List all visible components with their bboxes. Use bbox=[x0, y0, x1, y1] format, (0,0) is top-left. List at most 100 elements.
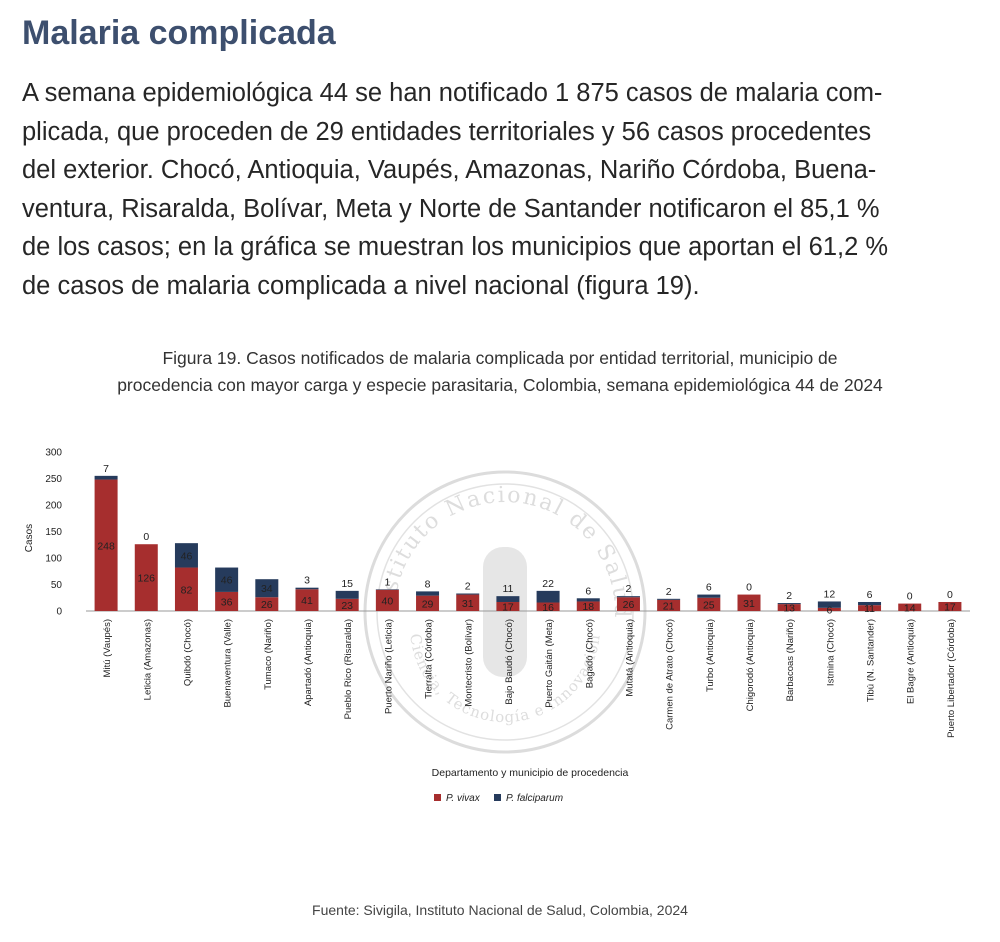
data-label-falciparum: 2 bbox=[465, 581, 471, 593]
data-label-falciparum: 22 bbox=[542, 578, 554, 590]
data-label-vivax: 31 bbox=[743, 598, 755, 610]
data-label-falciparum: 46 bbox=[181, 550, 193, 562]
bar-vivax bbox=[255, 597, 279, 611]
bar-falciparum bbox=[416, 591, 440, 596]
legend-label-vivax: P. vivax bbox=[446, 793, 481, 804]
x-tick-label: Puerto Libertador (Córdoba) bbox=[946, 619, 957, 738]
legend-swatch-vivax bbox=[434, 794, 441, 801]
data-label-vivax: 11 bbox=[864, 603, 875, 615]
x-tick-label: Pueblo Rico (Risaralda) bbox=[343, 619, 354, 719]
data-label-falciparum: 11 bbox=[502, 583, 513, 595]
y-axis-label: Casos bbox=[24, 524, 35, 552]
bar-falciparum bbox=[657, 598, 681, 600]
y-tick-label: 250 bbox=[45, 474, 62, 485]
data-label-vivax: 248 bbox=[97, 540, 115, 552]
bar-vivax bbox=[536, 602, 560, 611]
data-label-vivax: 126 bbox=[138, 573, 156, 585]
data-label-falciparum: 0 bbox=[143, 531, 149, 543]
bars: 2487126082463646263441323154012983121711… bbox=[94, 463, 962, 616]
data-label-vivax: 18 bbox=[582, 601, 594, 613]
x-tick-label: Bagadó (Chocó) bbox=[584, 619, 595, 688]
bar-vivax bbox=[938, 601, 962, 611]
data-label-vivax: 26 bbox=[261, 599, 273, 611]
bar-vivax bbox=[657, 599, 681, 611]
bar-vivax bbox=[456, 594, 480, 611]
bar-vivax bbox=[215, 591, 239, 611]
bar-falciparum bbox=[335, 590, 359, 599]
bar-falciparum bbox=[174, 543, 198, 568]
data-label-vivax: 40 bbox=[382, 595, 394, 607]
bar-falciparum bbox=[697, 594, 721, 598]
bar-falciparum bbox=[496, 596, 520, 602]
data-label-vivax: 36 bbox=[221, 596, 233, 608]
bar-vivax bbox=[858, 605, 882, 611]
bar-falciparum bbox=[456, 593, 480, 595]
data-label-vivax: 29 bbox=[422, 598, 434, 610]
data-label-falciparum: 8 bbox=[425, 578, 431, 590]
bar-vivax bbox=[174, 567, 198, 611]
x-tick-label: Leticia (Amazonas) bbox=[142, 619, 153, 700]
data-label-vivax: 31 bbox=[462, 598, 474, 610]
bar-falciparum bbox=[858, 601, 882, 606]
data-label-vivax: 16 bbox=[542, 602, 554, 614]
bar-vivax bbox=[375, 589, 399, 611]
bar-falciparum bbox=[255, 579, 279, 598]
source-note: Fuente: Sivigila, Instituto Nacional de … bbox=[312, 902, 688, 918]
bar-vivax bbox=[416, 595, 440, 611]
x-tick-label: Mitú (Vaupés) bbox=[102, 619, 113, 677]
x-tick-label: Buenaventura (Valle) bbox=[223, 619, 234, 708]
legend: P. vivax P. falciparum bbox=[434, 793, 563, 804]
x-tick-label: El Bagre (Antioquia) bbox=[906, 619, 917, 704]
x-tick-label: Tierralta (Córdoba) bbox=[424, 619, 435, 699]
x-tick-label: Barbacoas (Nariño) bbox=[785, 619, 796, 701]
x-tick-labels: Mitú (Vaupés) Leticia (Amazonas) Quibdó (C… bbox=[102, 619, 957, 738]
bar-vivax bbox=[697, 597, 721, 611]
figure-caption-line-2: procedencia con mayor carga y especie pa… bbox=[117, 375, 883, 395]
data-label-falciparum: 34 bbox=[261, 583, 273, 595]
data-label-vivax: 23 bbox=[341, 600, 353, 612]
data-label-vivax: 6 bbox=[826, 604, 832, 616]
section-title: Malaria complicada bbox=[22, 14, 336, 52]
bar-vivax bbox=[737, 594, 761, 611]
data-label-falciparum: 1 bbox=[384, 576, 390, 588]
x-tick-label: Carmen de Atrato (Chocó) bbox=[665, 619, 676, 730]
bar-falciparum bbox=[817, 601, 841, 608]
intro-text: A semana epidemiológica 44 se han notifi… bbox=[22, 79, 889, 300]
bar-vivax bbox=[94, 479, 118, 611]
x-tick-label: Turbo (Antioquia) bbox=[705, 619, 716, 692]
bar-vivax bbox=[817, 607, 841, 611]
data-label-falciparum: 2 bbox=[626, 583, 632, 595]
data-label-vivax: 21 bbox=[663, 600, 675, 612]
y-tick-label: 200 bbox=[45, 501, 62, 512]
y-tick-label: 100 bbox=[45, 554, 62, 565]
x-tick-label: Quibdó (Chocó) bbox=[182, 619, 193, 686]
y-tick-label: 300 bbox=[45, 448, 62, 459]
bar-vivax bbox=[496, 601, 520, 611]
data-label-vivax: 82 bbox=[181, 584, 193, 596]
x-tick-label: Mutatá (Antioquia) bbox=[624, 619, 635, 697]
data-label-falciparum: 6 bbox=[585, 585, 591, 597]
x-tick-label: Apartadó (Antioquia) bbox=[303, 619, 314, 706]
bar-falciparum bbox=[777, 603, 801, 605]
bar-falciparum bbox=[536, 590, 560, 603]
y-tick-label: 150 bbox=[45, 527, 62, 538]
figure-caption-line-1: Figura 19. Casos notificados de malaria … bbox=[162, 348, 838, 368]
x-tick-label: Montecristo (Bolívar) bbox=[464, 619, 475, 707]
data-label-vivax: 41 bbox=[301, 595, 313, 607]
data-label-vivax: 25 bbox=[703, 599, 715, 611]
data-label-falciparum: 6 bbox=[867, 589, 873, 601]
data-label-vivax: 13 bbox=[783, 603, 795, 615]
bar-falciparum bbox=[215, 567, 239, 592]
y-tick-label: 50 bbox=[51, 580, 63, 591]
legend-label-falciparum: P. falciparum bbox=[506, 793, 563, 804]
intro-paragraph: A semana epidemiológica 44 se han notifi… bbox=[22, 74, 982, 306]
data-label-falciparum: 7 bbox=[103, 463, 109, 475]
bar-falciparum bbox=[616, 596, 640, 598]
data-label-falciparum: 0 bbox=[947, 589, 953, 601]
bar-falciparum bbox=[375, 589, 399, 590]
x-tick-label: Tumaco (Nariño) bbox=[263, 619, 274, 690]
x-tick-label: Chigorodó (Antioquia) bbox=[745, 619, 756, 711]
x-tick-label: Istmina (Chocó) bbox=[825, 619, 836, 686]
data-label-vivax: 17 bbox=[944, 601, 956, 613]
